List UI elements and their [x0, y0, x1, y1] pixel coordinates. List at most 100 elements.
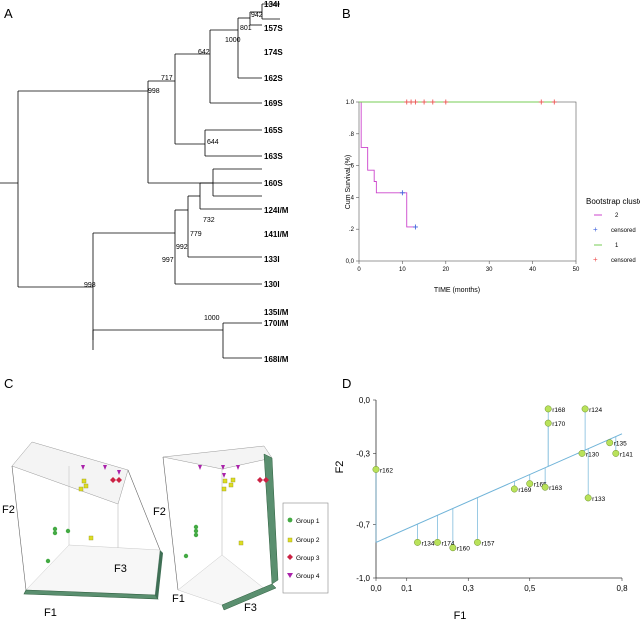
scatter-point	[584, 494, 592, 502]
axis-label-f1: F1	[44, 607, 57, 619]
scatter-x-tick-label: 0,8	[616, 584, 628, 593]
leaf-label: 157S	[264, 24, 283, 33]
group1-marker-icon	[287, 517, 293, 523]
group3-marker-icon	[287, 554, 293, 560]
bootstrap-value: 644	[207, 139, 219, 146]
panel-b-survival-chart: B 0 10 20 30 40 50 0,0 .2 .4 .6 .8 1.0 Cum Survival…	[342, 6, 640, 294]
axis-label-f2: F2	[153, 506, 166, 518]
leaf-label: 174S	[264, 48, 283, 57]
panel-d-scatter-chart: D 0,0 0,1 0,3 0,5 0,8 0,0 -0,3 -0,7 -1,0 r162 r13…	[334, 376, 633, 622]
leaf-label: 124I/M	[264, 206, 289, 215]
km-axes: 0 10 20 30 40 50 0,0 .2 .4 .6 .8 1.0	[346, 100, 580, 273]
bootstrap-value: 642	[198, 49, 210, 56]
scatter-x-tick-label: 0,5	[524, 584, 536, 593]
scatter-point	[414, 538, 421, 546]
group4-marker-icon	[287, 573, 293, 578]
cube-side-edge	[263, 453, 279, 585]
pca-legend-item: Group 3	[296, 555, 320, 562]
km-x-tick-label: 40	[529, 267, 536, 273]
scatter-point	[526, 480, 534, 488]
bootstrap-value: 997	[162, 257, 174, 264]
pca-legend-item: Group 4	[296, 573, 320, 580]
scatter-point	[474, 538, 481, 546]
bootstrap-value: 732	[203, 217, 215, 224]
scatter-y-tick-label: -0,3	[356, 449, 370, 458]
scatter-x-tick-label: 0,0	[370, 584, 382, 593]
axis-label-f2: F2	[2, 504, 15, 516]
axis-label-f1: F1	[172, 593, 185, 605]
km-series-line	[359, 101, 416, 228]
leaf-label: 163S	[264, 152, 283, 161]
panel-c-3d-plots: C F2 F3 F1	[2, 376, 329, 619]
panel-d-label: D	[342, 376, 351, 391]
scatter-ylabel: F2	[334, 461, 346, 474]
bootstrap-value: 998	[148, 88, 160, 95]
pca-legend: Group 1 Group 2 Group 3 Group 4	[282, 502, 329, 594]
km-legend-item: censored	[611, 228, 636, 234]
leaf-label: 134I	[264, 0, 280, 9]
bootstrap-value: 1000	[225, 37, 241, 44]
km-plot-frame	[358, 101, 577, 262]
scatter-point	[578, 449, 586, 457]
scatter-point	[449, 544, 457, 552]
scatter-y-tick-label: 0,0	[359, 396, 371, 405]
scatter-y-tick-label: -0,7	[356, 521, 370, 530]
bootstrap-value: 998	[84, 282, 96, 289]
scatter-point-label: r135	[614, 441, 627, 448]
leaf-label: 130I	[264, 280, 280, 289]
scatter-point-label: r168	[552, 407, 565, 414]
leaf-label: 165S	[264, 126, 283, 135]
bootstrap-value: 942	[251, 12, 263, 19]
scatter-point	[612, 449, 620, 457]
km-x-tick-label: 0	[357, 267, 361, 273]
scatter-x-tick-label: 0,3	[463, 584, 475, 593]
scatter-point	[544, 405, 552, 413]
km-x-tick-label: 10	[399, 267, 406, 273]
km-x-tick-label: 50	[573, 267, 580, 273]
leaf-label: 160S	[264, 179, 283, 188]
km-legend-item: censored	[611, 258, 636, 264]
km-x-tick-label: 20	[442, 267, 449, 273]
leaf-label: 135I/M	[264, 308, 289, 317]
bootstrap-value: 1000	[204, 315, 220, 322]
panel-a-label: A	[4, 6, 13, 21]
leaf-label: 133I	[264, 255, 280, 264]
bootstrap-value: 779	[190, 231, 202, 238]
km-legend-item: 1	[615, 243, 619, 249]
scatter-point	[606, 439, 614, 447]
km-legend-title: Bootstrap clusters	[586, 197, 640, 206]
pca-cube-right: F2 F1 F3	[153, 445, 279, 614]
scatter-point	[510, 485, 518, 493]
scatter-point-label: r124	[589, 407, 602, 414]
scatter-point	[544, 419, 552, 427]
scatter-point	[434, 538, 441, 546]
km-ylabel: Cum Survival (%)	[345, 155, 352, 209]
scatter-point	[581, 405, 589, 413]
pca-points-left	[45, 465, 122, 564]
scatter-y-tick-label: -1,0	[356, 574, 370, 583]
scatter-xlabel: F1	[454, 610, 467, 622]
km-legend-item: 2	[615, 213, 619, 219]
km-y-tick-label: 1.0	[346, 100, 355, 106]
panel-a-dendrogram: A	[0, 0, 289, 340]
scatter-point-label: r163	[549, 485, 562, 492]
scatter-point-label: r130	[586, 451, 599, 458]
scatter-point	[372, 465, 380, 473]
leaf-label: 141I/M	[264, 230, 289, 239]
scatter-point-label: r133	[592, 496, 605, 503]
scatter-axes: 0,0 0,1 0,3 0,5 0,8 0,0 -0,3 -0,7 -1,0	[356, 396, 628, 593]
censor-mark-icon: +	[593, 225, 598, 234]
group2-marker-icon	[287, 537, 293, 543]
leaf-label: 168I/M	[264, 355, 289, 364]
leaf-labels: 134I 157S 174S 162S 169S 165S 163S 160S …	[264, 0, 289, 317]
scatter-point-label: r157	[481, 540, 494, 547]
axis-label-f3: F3	[244, 602, 257, 614]
scatter-point-label: r160	[457, 546, 470, 553]
pca-cube-left: F2 F3 F1	[2, 441, 163, 619]
panel-b-label: B	[342, 6, 351, 21]
panel-c-label: C	[4, 376, 13, 391]
km-xlabel: TIME (months)	[434, 287, 480, 294]
leaf-label: 162S	[264, 74, 283, 83]
dendrogram-branches	[0, 3, 280, 340]
